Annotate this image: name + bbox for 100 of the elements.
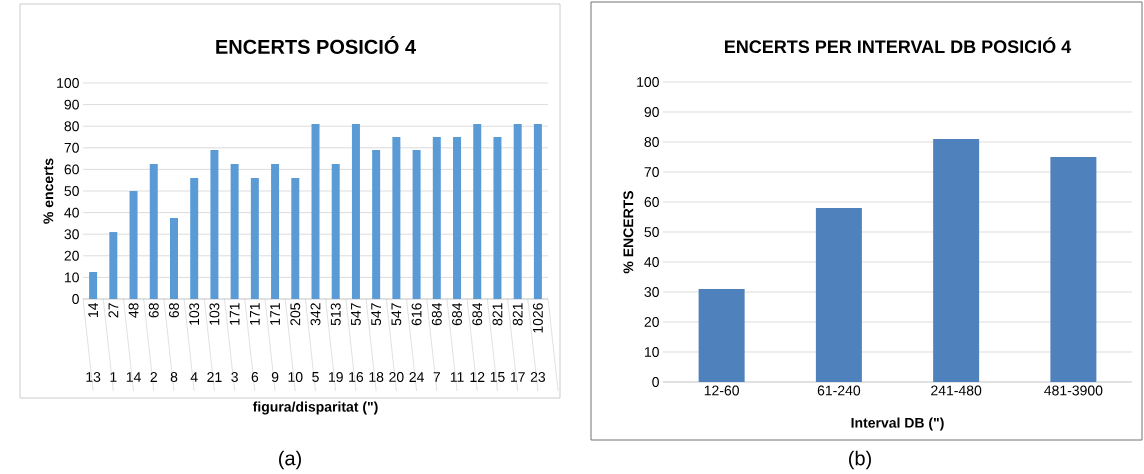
bar <box>129 191 138 299</box>
text: 1 <box>110 372 117 382</box>
y-axis-title: % encerts <box>43 158 54 224</box>
x-tick-label: 12-60 <box>704 385 739 396</box>
text: 21 <box>207 372 222 382</box>
x-tick-label: 684 <box>472 302 483 326</box>
x-tick-label: 14 <box>88 302 98 318</box>
text: 3 <box>231 372 238 382</box>
y-tick-label: 60 <box>64 164 79 175</box>
x-tick-label: 821 <box>492 303 503 326</box>
text: 6 <box>251 372 259 382</box>
bar <box>250 178 259 299</box>
text: 23 <box>530 372 546 382</box>
x-tick-label: 103 <box>209 303 220 325</box>
chart-title: ENCERTS POSICIÓ 4 <box>216 36 416 54</box>
text: 14 <box>126 372 141 382</box>
y-tick-label: 80 <box>644 137 659 147</box>
bar <box>392 137 401 299</box>
text: 4 <box>190 372 198 382</box>
x-tick-label: 547 <box>391 303 402 326</box>
x-tick-label: 547 <box>371 303 382 326</box>
x-tick-label: 61-240 <box>817 385 861 396</box>
bar <box>1050 157 1097 382</box>
text: 8 <box>170 372 178 382</box>
text: 24 <box>409 372 424 382</box>
y-tick-label: 50 <box>644 227 659 237</box>
text: 20 <box>389 372 404 382</box>
x-tick-label: 48 <box>128 303 139 318</box>
x-tick-label: 684 <box>431 302 442 326</box>
bar <box>493 137 502 299</box>
x-tick-label: 513 <box>330 303 341 326</box>
y-tick-label: 100 <box>57 78 79 88</box>
bar <box>412 149 421 299</box>
x-tick-label: 68 <box>148 303 159 318</box>
x-tick-label: 27 <box>108 303 119 318</box>
bar <box>149 164 158 299</box>
y-tick-label: 0 <box>652 377 659 387</box>
x-tick-label: 205 <box>290 303 301 326</box>
x-tick-label: 481-3900 <box>1044 385 1103 396</box>
x-tick-label: 1026 <box>532 303 543 333</box>
bar <box>109 232 118 299</box>
text: 12 <box>470 372 485 382</box>
bar <box>473 124 482 299</box>
y-tick-label: 70 <box>64 142 79 153</box>
y-tick-label: 10 <box>644 347 659 357</box>
y-tick-label: 20 <box>64 250 79 261</box>
bar <box>533 124 542 299</box>
y-axis-title: % ENCERTS <box>623 190 634 274</box>
bar <box>432 137 441 299</box>
y-tick-label: 30 <box>64 229 79 240</box>
bar <box>291 178 300 299</box>
text: 13 <box>86 372 101 382</box>
bar <box>311 124 320 299</box>
text: 2 <box>150 372 157 382</box>
y-tick-label: 60 <box>644 197 659 207</box>
bar <box>351 124 360 299</box>
y-tick-label: 20 <box>644 317 659 327</box>
text: 9 <box>271 372 279 382</box>
text: 10 <box>288 372 303 382</box>
y-tick-label: 40 <box>644 257 659 267</box>
x-tick-label: 68 <box>169 303 179 318</box>
y-tick-label: 0 <box>72 294 79 304</box>
text: (a) <box>279 450 301 470</box>
bar <box>230 164 239 299</box>
x-tick-label: 342 <box>310 303 321 326</box>
bar <box>271 164 280 299</box>
text: 7 <box>433 372 440 382</box>
text: 19 <box>329 372 343 382</box>
y-tick-label: 90 <box>644 107 659 117</box>
bar <box>210 149 219 299</box>
y-tick-label: 70 <box>644 167 659 177</box>
x-tick-label: 103 <box>189 303 200 325</box>
chart-title: ENCERTS PER INTERVAL DB POSICIÓ 4 <box>725 36 1072 54</box>
bar <box>331 164 340 299</box>
x-tick-label: 547 <box>351 303 361 326</box>
x-axis-title: Interval DB (") <box>851 417 944 431</box>
bar <box>372 149 381 299</box>
bar <box>169 218 178 299</box>
bar <box>190 178 199 299</box>
bar <box>933 139 980 382</box>
x-axis-title: figura/disparitat (") <box>252 401 378 415</box>
x-tick-label: 171 <box>250 303 260 325</box>
bar <box>89 272 98 299</box>
bar <box>698 289 745 382</box>
y-tick-label: 50 <box>64 186 79 196</box>
x-tick-label: 171 <box>270 303 280 325</box>
x-tick-label: 684 <box>452 302 462 326</box>
text: (b) <box>849 450 871 470</box>
y-tick-label: 80 <box>64 121 79 132</box>
y-tick-label: 100 <box>637 77 659 87</box>
text: 18 <box>369 372 384 382</box>
bar <box>453 137 462 299</box>
text: 17 <box>510 372 525 382</box>
y-tick-label: 30 <box>644 287 659 297</box>
bar <box>815 208 862 382</box>
bar <box>513 124 522 299</box>
x-tick-label: 241-480 <box>931 385 982 396</box>
y-tick-label: 40 <box>64 207 79 218</box>
text: 5 <box>312 372 319 382</box>
text: 15 <box>490 372 505 382</box>
